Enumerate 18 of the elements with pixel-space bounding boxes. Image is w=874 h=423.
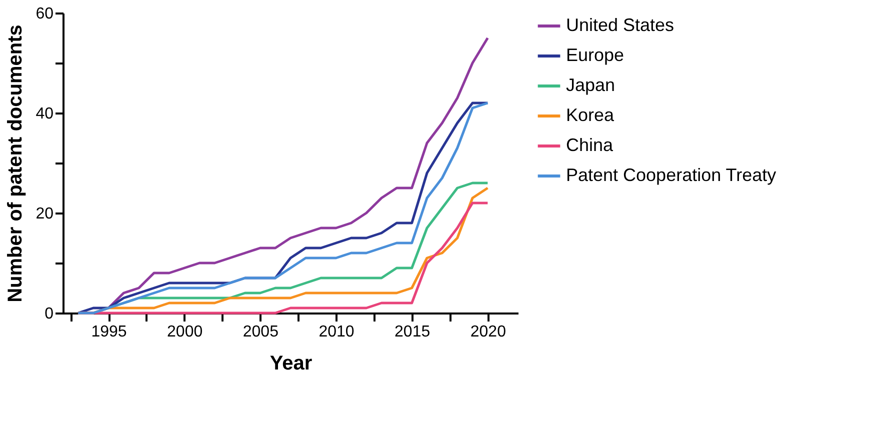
x-axis-title: Year	[270, 352, 312, 374]
legend-label: United States	[566, 15, 674, 35]
x-tick-label: 2015	[394, 324, 430, 340]
y-tick-label: 0	[44, 306, 54, 322]
y-axis-title: Number of patent documents	[4, 24, 27, 302]
legend-label: China	[566, 135, 614, 155]
x-tick-label: 2005	[242, 324, 279, 340]
x-tick-label: 2010	[318, 324, 354, 340]
y-tick-label: 60	[36, 6, 54, 22]
x-tick-label: 1995	[91, 324, 127, 340]
x-tick-label: 2000	[167, 324, 203, 340]
legend-label: Europe	[566, 45, 624, 65]
x-tick-label: 2020	[470, 324, 506, 340]
legend-label: Japan	[566, 75, 616, 95]
legend-label: Patent Cooperation Treaty	[566, 165, 776, 185]
y-tick-label: 40	[36, 106, 54, 122]
legend-label: Korea	[566, 105, 616, 125]
y-tick-label: 20	[36, 206, 54, 222]
